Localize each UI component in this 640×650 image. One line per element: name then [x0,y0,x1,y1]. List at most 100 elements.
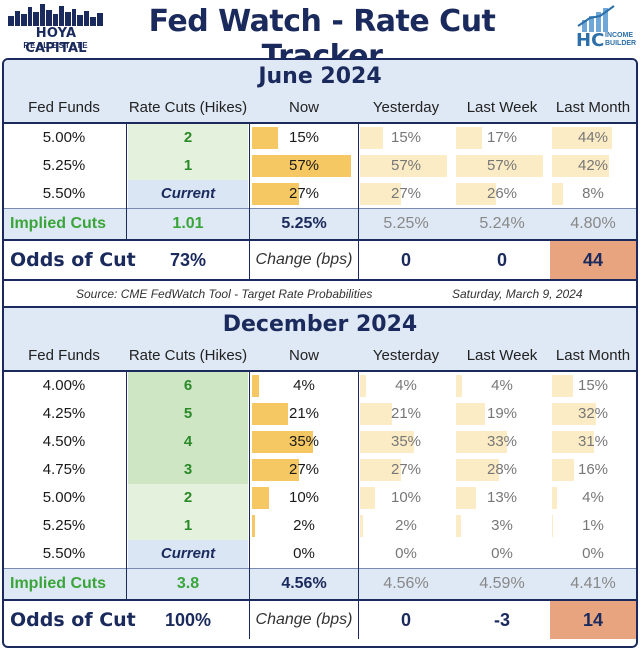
probability-bar-last-week [456,487,476,509]
probability-bar-last-week [456,155,544,177]
probability-label-last-month: 32% [577,405,609,422]
probability-label-last-week: 0% [491,545,513,562]
probability-label-yesterday: 21% [390,405,422,422]
probability-label-last-month: 1% [582,517,604,534]
probability-bar-last-week [456,183,496,205]
implied-rate-yesterday: 5.25% [383,215,429,232]
growth-bars-icon [577,5,615,32]
probability-bar-yesterday [360,431,414,453]
column-header-last-month: Last Month [555,99,631,116]
page-title: Fed Watch - Rate Cut Tracker [148,4,496,74]
right-logo-line1: INCOME [605,32,633,39]
column-header-rate: Fed Funds [28,347,100,364]
probability-label-now: 15% [288,129,320,146]
fed-funds-rate: 5.50% [42,545,86,562]
probability-label-yesterday: 2% [395,517,417,534]
table-row: 4.25% 5 21% 21% 19% 32% [4,400,636,428]
probability-label-last-week: 3% [491,517,513,534]
rate-cuts-cell: 5 [128,400,248,428]
table-row: 5.50% Current 27% 27% 26% 8% [4,180,636,208]
probability-bar-last-week [456,375,463,397]
column-header-now: Now [288,99,319,116]
column-separator [358,124,359,279]
table-row: 4.75% 3 27% 27% 28% 16% [4,456,636,484]
rate-cuts-value: 3 [183,461,193,478]
source-line: Source: CME FedWatch Tool - Target Rate … [4,282,636,306]
implied-divider [4,239,636,241]
income-builder-logo: HC INCOME BUILDER [574,4,636,54]
probability-bar-yesterday [360,403,393,425]
probability-label-yesterday: 10% [390,489,422,506]
column-header-row: Fed Funds Rate Cuts (Hikes) Now Yesterday La… [4,94,636,122]
odds-of-cut-row: Odds of Cut 73% Change (bps) 0 0 44 [4,241,636,279]
probability-label-last-month: 4% [582,489,604,506]
probability-label-now: 35% [288,433,320,450]
probability-bar-yesterday [360,459,402,481]
rate-cuts-cell: 2 [128,124,248,152]
header: HOYA CAPITAL REAL ESTATE Fed Watch - Rat… [0,0,640,74]
rate-cuts-cell: 3 [128,456,248,484]
implied-rate-now: 4.56% [281,575,327,592]
probability-label-now: 21% [288,405,320,422]
probability-label-now: 2% [293,517,315,534]
probability-label-last-week: 19% [486,405,518,422]
probability-label-last-month: 16% [577,461,609,478]
column-header-last-week: Last Week [466,347,538,364]
probability-bar-last-month [552,515,554,537]
column-header-last-month: Last Month [555,347,631,364]
rate-cuts-cell: 6 [128,372,248,400]
probability-label-last-week: 4% [491,377,513,394]
odds-of-cut-value: 73% [169,250,207,270]
probability-label-last-week: 17% [486,129,518,146]
probability-bar-now [252,487,270,509]
fed-funds-rate: 5.00% [42,129,86,146]
probability-label-last-month: 44% [577,129,609,146]
fed-funds-rate: 5.00% [42,489,86,506]
probability-label-yesterday: 35% [390,433,422,450]
change-bps-label: Change (bps) [255,251,353,268]
probability-bar-last-month [552,183,563,205]
implied-rate-last-month: 4.41% [570,575,616,592]
probability-bar-yesterday [360,183,402,205]
change-bps-label: Change (bps) [255,611,353,628]
probability-bar-last-month [552,431,595,453]
implied-cuts-value: 1.01 [172,215,204,232]
odds-of-cut-label: Odds of Cut [10,609,136,631]
column-header-cuts: Rate Cuts (Hikes) [128,99,248,116]
probability-label-now: 4% [293,377,315,394]
column-header-cuts: Rate Cuts (Hikes) [128,347,248,364]
probability-bar-now [252,155,351,177]
fed-funds-rate: 4.50% [42,433,86,450]
fed-funds-rate: 4.00% [42,377,86,394]
probability-label-yesterday: 27% [390,185,422,202]
probability-label-now: 10% [288,489,320,506]
probability-label-last-week: 26% [486,185,518,202]
table-row: 4.50% 4 35% 35% 33% 31% [4,428,636,456]
probability-label-last-week: 13% [486,489,518,506]
rate-cuts-value: 4 [183,433,193,450]
rate-cuts-value: 1 [183,517,193,534]
implied-rate-last-week: 5.24% [479,215,525,232]
probability-bar-last-month [552,127,613,149]
section-title: December 2024 [4,308,636,342]
implied-rate-last-week: 4.59% [479,575,525,592]
change-bps-yesterday: 0 [400,610,411,630]
implied-cuts-label: Implied Cuts [10,215,107,232]
rate-cuts-cell: 1 [128,512,248,540]
probability-bar-yesterday [360,155,448,177]
probability-bar-last-week [456,403,486,425]
probability-label-now: 27% [288,461,320,478]
body-divider [4,208,636,209]
right-logo-line2: BUILDER [605,40,637,47]
rate-cuts-cell: Current [128,540,248,568]
column-separator [249,124,250,279]
implied-rate-last-month: 4.80% [570,215,616,232]
rate-cuts-value: 6 [183,377,193,394]
probability-bar-now [252,459,299,481]
odds-of-cut-label: Odds of Cut [10,249,136,271]
odds-of-cut-value: 100% [164,610,212,630]
left-logo-name: HOYA CAPITAL [25,26,87,56]
implied-divider [4,599,636,601]
rate-cuts-cell: Current [128,180,248,208]
column-header-row: Fed Funds Rate Cuts (Hikes) Now Yesterday La… [4,342,636,370]
